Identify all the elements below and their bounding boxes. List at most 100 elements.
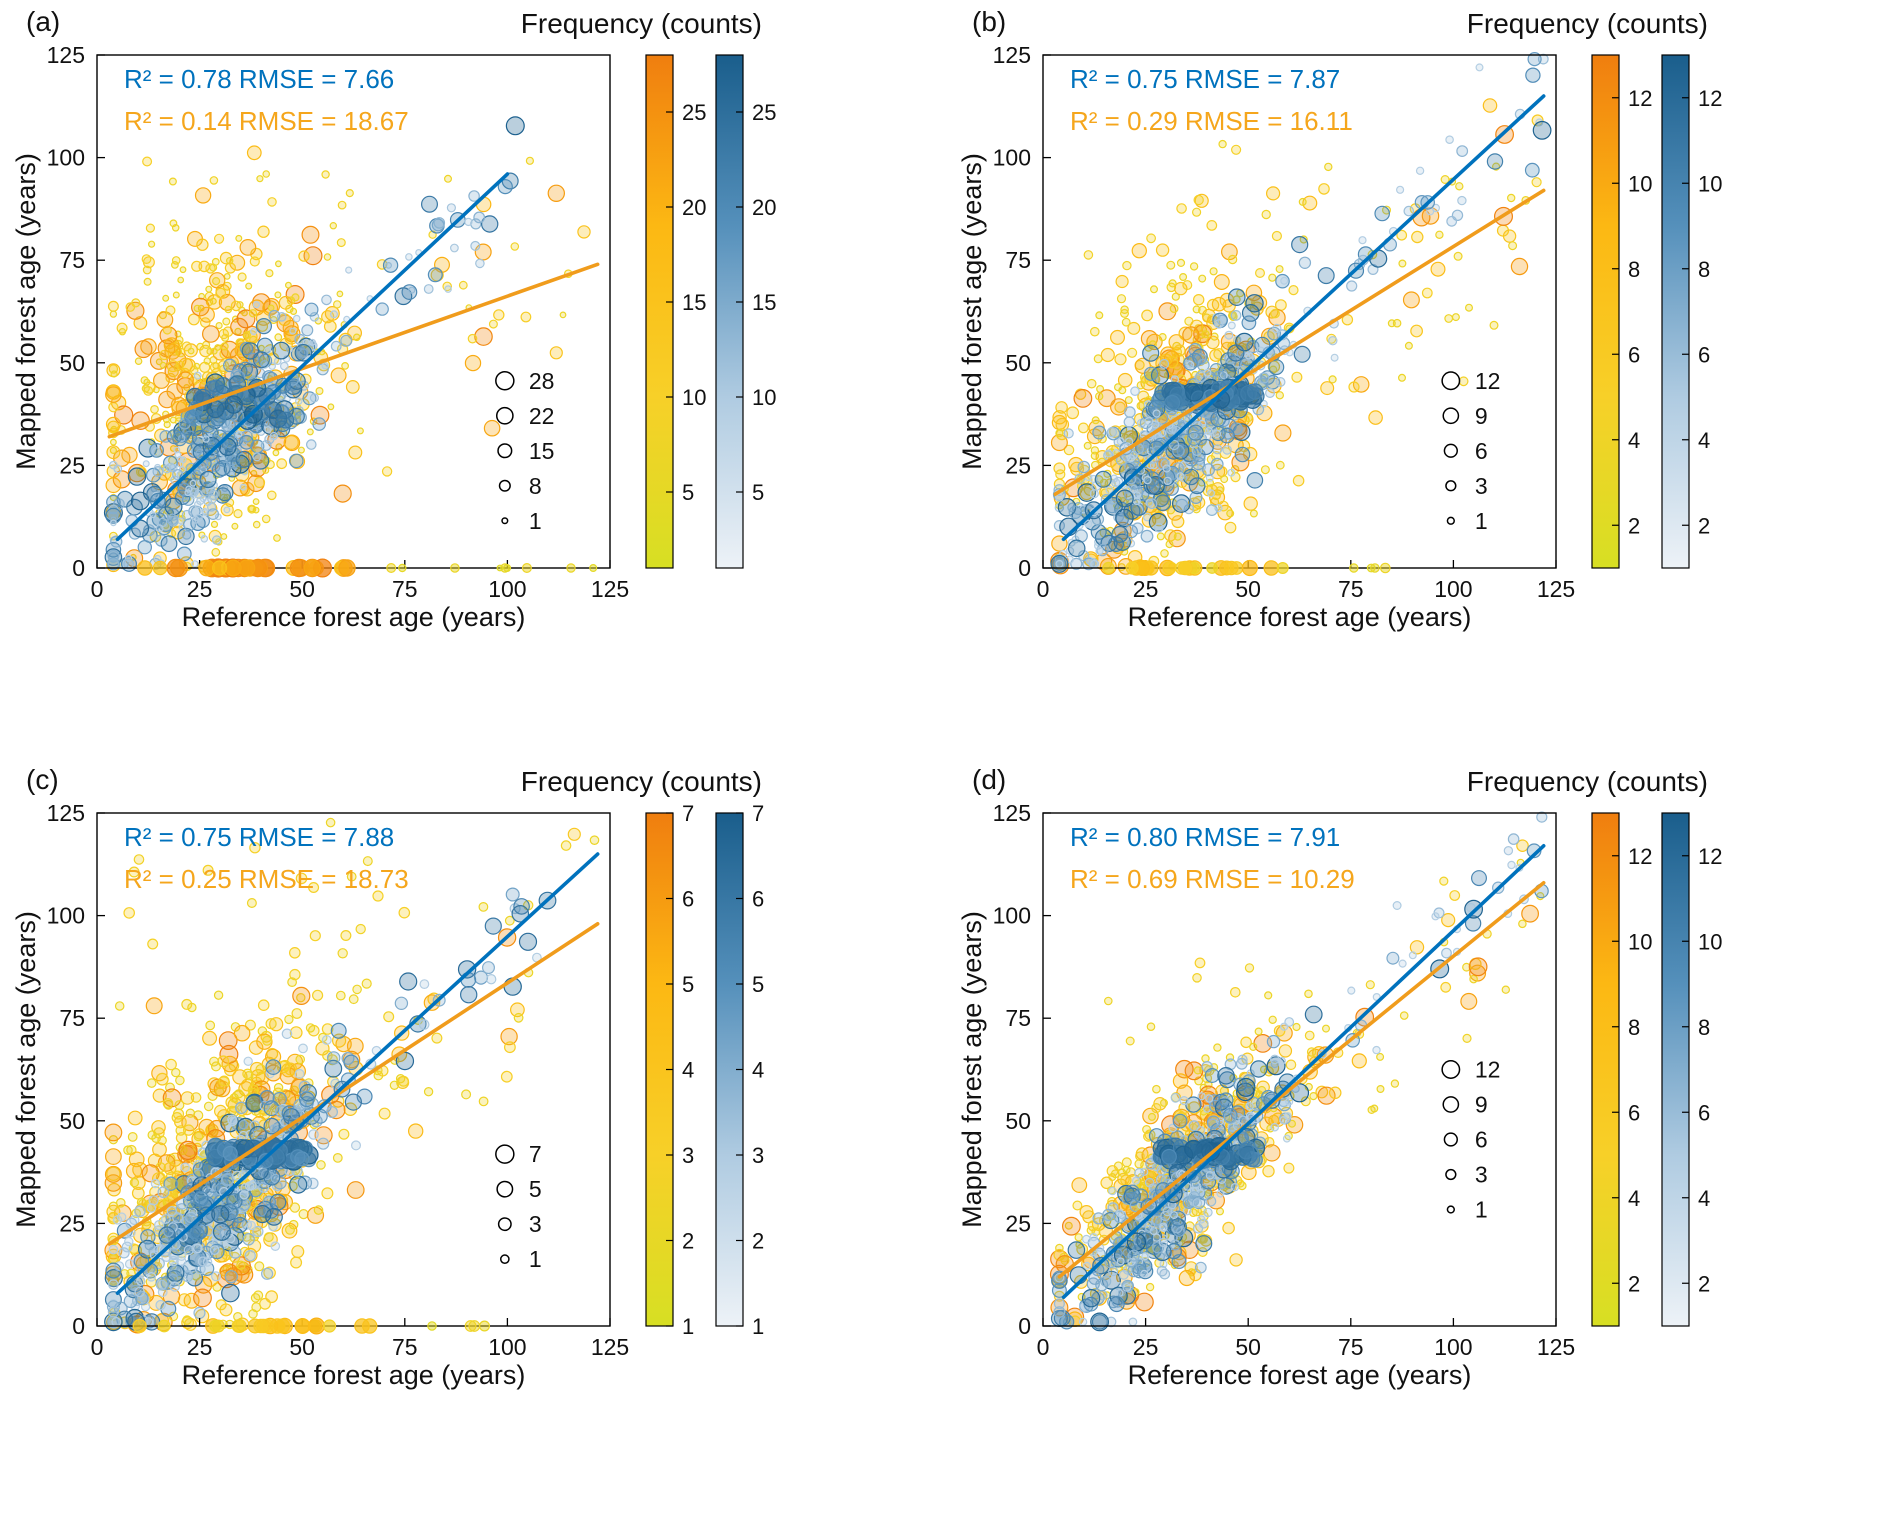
scatter-point [262, 1035, 273, 1046]
scatter-point [220, 340, 239, 359]
scatter-point [244, 1181, 255, 1191]
y-tick-label: 50 [59, 1108, 85, 1134]
scatter-point [1094, 470, 1112, 488]
scatter-point [521, 562, 532, 573]
scatter-point [178, 1140, 198, 1160]
scatter-point [475, 258, 485, 269]
scatter-point [1527, 51, 1542, 67]
panel-b: 0 25 50 75 100 125 0 25 50 75 100 125 12 9 6 3 1 2 4 6 8 10 12… [946, 0, 1892, 758]
scatter-point [345, 266, 353, 274]
scatter-point [337, 948, 348, 959]
scatter-point [233, 1024, 251, 1042]
scatter-point [229, 1246, 242, 1259]
scatter-point [152, 466, 164, 478]
scatter-point [263, 1117, 281, 1135]
scatter-point [285, 281, 292, 289]
scatter-point [1324, 162, 1333, 172]
scatter-point [1439, 876, 1449, 886]
scatter-point [1135, 1147, 1149, 1161]
scatter-point [1168, 334, 1185, 350]
scatter-point [227, 1116, 238, 1127]
scatter-point [1144, 471, 1160, 487]
scatter-point [163, 1162, 177, 1176]
scatter-point [289, 307, 298, 315]
size-legend-value: 9 [1475, 403, 1488, 429]
scatter-point [1202, 463, 1216, 477]
scatter-point [141, 254, 152, 265]
scatter-point [423, 1087, 434, 1097]
scatter-point [338, 1128, 350, 1140]
scatter-point [488, 319, 498, 329]
scatter-point [248, 1309, 258, 1319]
scatter-point [142, 460, 150, 468]
colorbar-tick-label: 6 [1628, 342, 1640, 367]
scatter-point [152, 372, 170, 389]
scatter-point [1507, 193, 1516, 203]
scatter-point [348, 445, 363, 460]
colorbar-tick-label: 6 [1698, 342, 1710, 367]
scatter-point [157, 1186, 170, 1199]
scatter-point [1396, 229, 1408, 241]
scatter-point [176, 1197, 189, 1210]
scatter-point [1250, 1060, 1268, 1078]
scatter-point [1117, 372, 1133, 388]
scatter-point [192, 1190, 209, 1207]
scatter-point [1203, 431, 1213, 440]
scatter-point [1213, 1043, 1222, 1052]
scatter-point [1482, 98, 1498, 113]
scatter-point [166, 462, 176, 473]
scatter-point [1390, 1079, 1400, 1088]
scatter-point [270, 1241, 281, 1251]
scatter-point [1224, 330, 1234, 340]
colorbar-tick-label: 6 [752, 887, 764, 912]
scatter-point [1090, 446, 1100, 455]
scatter-point [1532, 120, 1552, 140]
scatter-point [341, 362, 350, 370]
scatter-point [482, 961, 496, 975]
scatter-point [1351, 1053, 1367, 1069]
x-tick-label: 100 [1434, 576, 1472, 602]
scatter-point [281, 1028, 293, 1040]
scatter-point [1090, 559, 1099, 568]
scatter-point [212, 560, 228, 576]
scatter-point [1067, 1241, 1086, 1259]
size-legend-value: 8 [529, 473, 542, 499]
scatter-point [137, 560, 153, 576]
scatter-point [164, 497, 183, 516]
y-tick-label: 100 [993, 903, 1031, 929]
scatter-point [1164, 394, 1181, 411]
scatter-point [1154, 522, 1164, 533]
colorbar-tick-label: 20 [682, 195, 706, 220]
scatter-point [149, 1186, 162, 1199]
scatter-point [1246, 471, 1264, 489]
scatter-point [1440, 981, 1452, 993]
scatter-point [1285, 1097, 1294, 1106]
scatter-point [1218, 139, 1227, 149]
scatter-point [1315, 1085, 1329, 1099]
scatter-point [1218, 500, 1229, 512]
colorbar-tick-label: 10 [1628, 929, 1652, 954]
scatter-point [309, 311, 320, 322]
scatter-point [183, 1292, 200, 1309]
scatter-point [1265, 388, 1276, 399]
colorbar-tick-label: 2 [1628, 1271, 1640, 1296]
scatter-point [1083, 441, 1092, 450]
scatter-point [152, 560, 168, 576]
scatter-point [1243, 496, 1258, 511]
scatter-point [464, 217, 473, 227]
scatter-point [278, 295, 293, 310]
scatter-point [1358, 236, 1367, 245]
colorbar-tick-label: 1 [682, 1314, 694, 1339]
scatter-point [288, 947, 301, 959]
scatter-point [305, 1023, 316, 1033]
scatter-point [1204, 1068, 1220, 1084]
scatter-point [1370, 1104, 1379, 1113]
scatter-point [330, 310, 339, 319]
scatter-point [164, 343, 181, 360]
scatter-point [1374, 205, 1390, 222]
scatter-point [1192, 207, 1202, 217]
scatter-point [243, 331, 252, 340]
scatter-point [203, 1101, 214, 1112]
